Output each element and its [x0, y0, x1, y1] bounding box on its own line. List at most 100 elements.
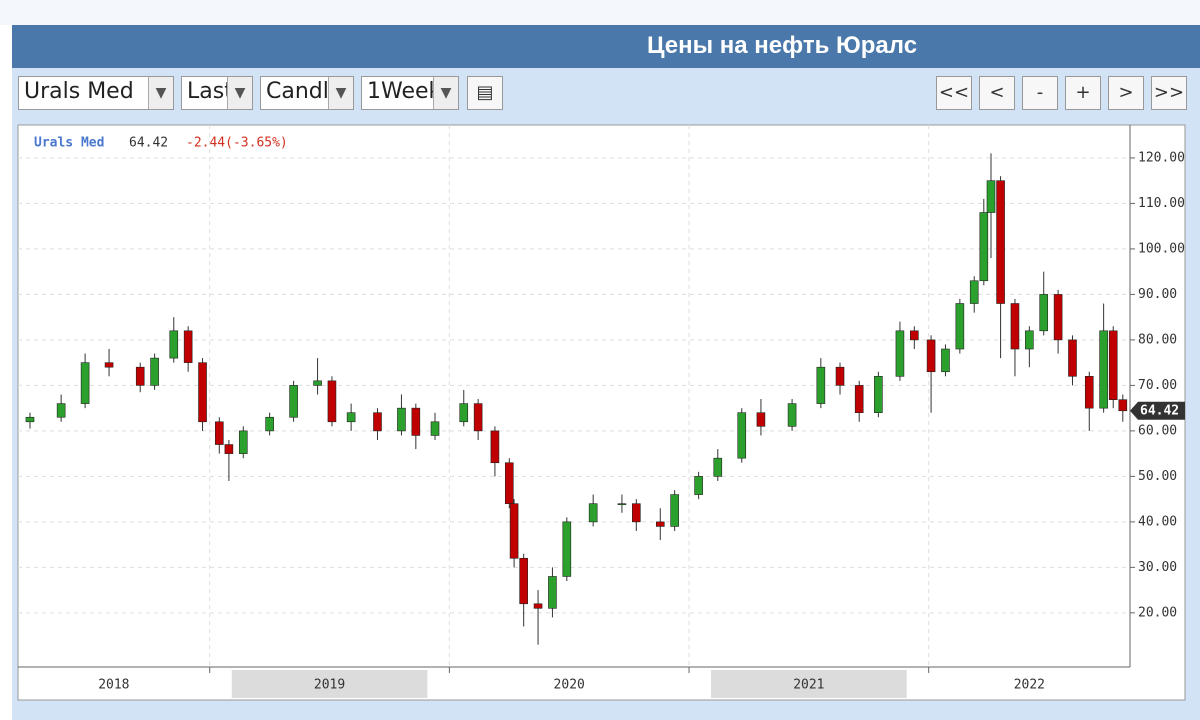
candle-body	[215, 421, 224, 445]
select[interactable]: 1Week▼	[361, 76, 459, 110]
header: Цены на нефть Юралс	[12, 25, 1200, 68]
candle-body	[519, 557, 528, 605]
candle-body	[1053, 294, 1063, 341]
select[interactable]: Urals Med ▼	[18, 76, 174, 110]
candle-body	[104, 362, 114, 368]
candle-body	[548, 576, 557, 609]
nav-button[interactable]: >>	[1151, 76, 1187, 110]
candle-body	[198, 362, 207, 423]
candle-body	[490, 430, 500, 464]
candle-body	[713, 457, 723, 477]
candle-body	[979, 212, 989, 282]
candle-body	[1118, 399, 1128, 412]
candle-body	[969, 280, 979, 304]
candle-body	[854, 385, 864, 413]
candle-body	[327, 380, 337, 423]
x-tick-label: 2018	[98, 678, 129, 693]
y-tick-label: 120.00	[1138, 150, 1185, 165]
select-text: Urals Med	[24, 79, 134, 104]
title: Цены на нефть Юралс	[646, 32, 918, 59]
legend-change: -2.44(-3.65%)	[186, 136, 288, 151]
candle-body	[533, 603, 543, 609]
y-tick-label: 90.00	[1138, 287, 1177, 302]
y-tick-label: 110.00	[1138, 196, 1185, 211]
legend-last: 64.42	[129, 136, 168, 151]
y-tick-label: 100.00	[1138, 241, 1185, 256]
candle-body	[756, 412, 766, 427]
y-tick-label: 30.00	[1138, 560, 1177, 575]
candle-body	[346, 412, 356, 423]
select[interactable]: Candle▼	[260, 76, 354, 110]
legend-name: Urals Med	[34, 136, 104, 151]
candle-body	[411, 407, 421, 436]
x-tick-label: 2022	[1014, 678, 1045, 693]
candle-body	[737, 412, 747, 459]
candle-body	[670, 494, 679, 527]
y-tick-label: 80.00	[1138, 332, 1177, 347]
last-price-tag	[1130, 401, 1185, 420]
candle-body	[265, 416, 274, 432]
candle-body	[655, 521, 665, 527]
candle-body	[1084, 376, 1094, 409]
candle-body	[238, 430, 248, 454]
select-text: 1Week	[367, 79, 433, 104]
candle-body	[169, 330, 179, 359]
x-tick-label: 2019	[314, 678, 345, 693]
candle-body	[459, 403, 469, 423]
last-price-label: 64.42	[1140, 403, 1179, 418]
top-strip	[0, 0, 1200, 25]
candle-body	[562, 521, 572, 577]
candle-body	[430, 421, 440, 436]
candle-body	[1025, 330, 1034, 350]
select-text: Candle	[266, 79, 328, 104]
nav-button[interactable]: -	[1022, 76, 1058, 110]
y-tick-label: 40.00	[1138, 514, 1177, 529]
x-band	[231, 670, 428, 698]
nav-button[interactable]: <	[979, 76, 1015, 110]
candle-body	[80, 362, 90, 404]
x-tick-label: 2021	[793, 678, 824, 693]
candle-body	[617, 503, 627, 505]
candle-body	[895, 330, 905, 377]
candle-body	[632, 503, 641, 523]
nav-button[interactable]: <<	[936, 76, 972, 110]
candle-body	[56, 403, 66, 418]
candle-body	[926, 339, 936, 373]
candle-body	[224, 444, 234, 454]
x-tick-label: 2020	[554, 678, 585, 693]
candle-body	[588, 503, 598, 523]
candle-body	[874, 376, 883, 413]
candle-body	[996, 180, 1005, 304]
select-text: Last	[187, 79, 227, 104]
candle-body	[313, 380, 322, 386]
y-tick-label: 60.00	[1138, 423, 1177, 438]
candle-body	[25, 416, 35, 423]
nav-button[interactable]: >	[1108, 76, 1144, 110]
candle-body	[1099, 330, 1108, 409]
nav-button[interactable]: +	[1065, 76, 1101, 110]
candle-body	[509, 503, 519, 559]
x-band	[711, 670, 907, 698]
candle-body	[504, 462, 514, 504]
table-button[interactable]: ▤	[467, 76, 503, 110]
candle-body	[397, 407, 406, 432]
candle-body	[910, 330, 919, 341]
candle-body	[986, 180, 996, 213]
candle-body	[1068, 339, 1077, 377]
candle-body	[941, 348, 950, 373]
candle-body	[373, 412, 382, 432]
candle-body	[835, 366, 845, 386]
candle-body	[787, 403, 797, 427]
candle-body	[473, 403, 483, 432]
candle-body	[289, 385, 298, 418]
candle-body	[150, 357, 159, 386]
candle-body	[1010, 303, 1020, 350]
y-tick-label: 50.00	[1138, 469, 1177, 484]
select[interactable]: Last▼	[181, 76, 253, 110]
candle-body	[183, 330, 193, 363]
chart-frame	[17, 124, 1186, 701]
y-tick-label: 20.00	[1138, 605, 1177, 620]
candle-body	[1039, 294, 1049, 332]
